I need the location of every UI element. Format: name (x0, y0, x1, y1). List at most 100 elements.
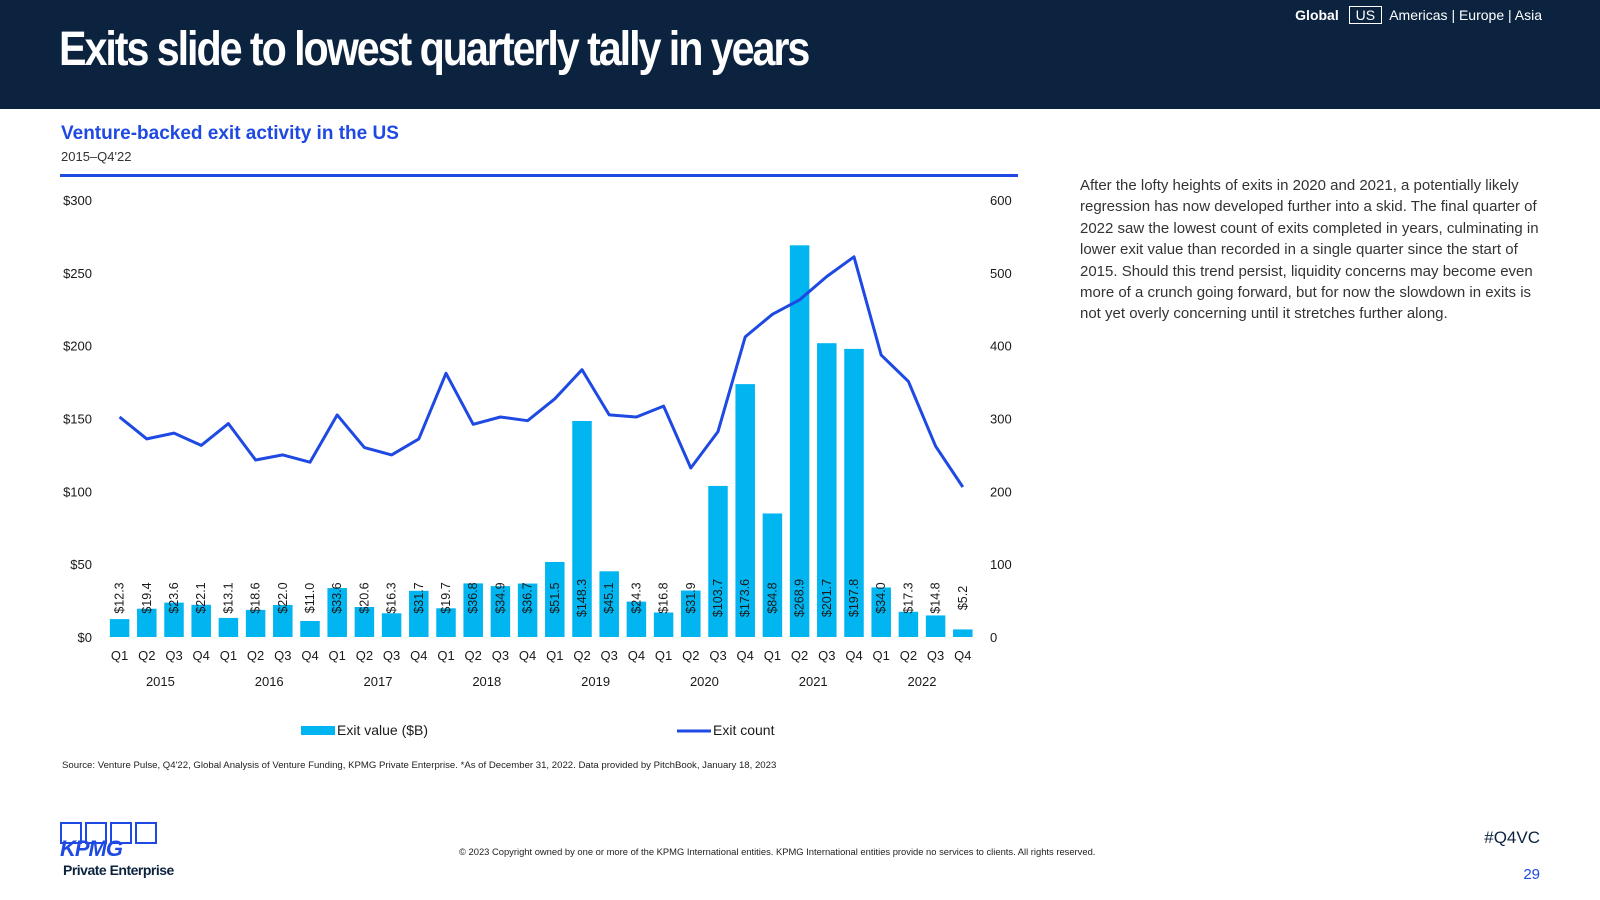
x-quarter-label: Q4 (519, 648, 536, 663)
commentary-text: After the lofty heights of exits in 2020… (1080, 177, 1539, 323)
legend-label-exit-count: Exit count (713, 722, 775, 738)
exit-value-bar (817, 343, 837, 637)
region-global-link[interactable]: Global (1295, 7, 1339, 23)
exit-value-data-label: $31.7 (412, 582, 426, 613)
exit-count-line (118, 255, 965, 488)
x-year-label: 2021 (799, 674, 828, 689)
region-nav: Global US Americas | Europe | Asia (1295, 6, 1542, 24)
kpmg-logo: KPMG Private Enterprise (60, 822, 174, 878)
exit-value-bar (245, 609, 266, 637)
x-quarter-label: Q3 (492, 648, 509, 663)
exit-value-bar (517, 583, 538, 637)
exit-value-data-label: $13.1 (221, 582, 235, 613)
exit-value-data-label: $11.0 (303, 583, 317, 613)
chart-subtitle: 2015–Q4'22 (61, 149, 132, 164)
x-year-label: 2020 (690, 674, 719, 689)
region-others-link[interactable]: Americas | Europe | Asia (1389, 7, 1542, 23)
x-quarter-label: Q1 (111, 648, 128, 663)
exit-value-bar (953, 629, 973, 637)
exit-activity-chart: $0 $50 $100 $150 $200 $250 $300 0 100 200 300 400 50… (63, 193, 1012, 738)
y-right-tick-label: 500 (990, 266, 1012, 281)
x-quarter-label: Q1 (437, 648, 454, 663)
y-left-tick-label: $100 (63, 484, 92, 499)
exit-value-bar (409, 590, 429, 637)
x-quarter-label: Q3 (274, 648, 291, 663)
exit-value-data-label: $31.9 (684, 582, 698, 613)
x-quarter-label: Q1 (329, 648, 346, 663)
exit-value-data-label: $12.3 (113, 582, 127, 613)
x-year-label: 2017 (364, 674, 393, 689)
exit-value-bar (898, 611, 919, 637)
x-quarter-label: Q4 (193, 648, 210, 663)
exit-value-data-label: $17.3 (901, 582, 915, 613)
y-right-tick-label: 600 (990, 193, 1012, 208)
hashtag: #Q4VC (1484, 828, 1540, 847)
x-quarter-label: Q1 (655, 648, 672, 663)
exit-value-data-label: $148.3 (575, 579, 589, 617)
x-quarter-label: Q4 (954, 648, 971, 663)
exit-value-data-label: $34.0 (874, 582, 888, 613)
exit-value-data-label: $24.3 (629, 582, 643, 613)
x-quarter-label: Q1 (220, 648, 237, 663)
x-quarter-label: Q1 (546, 648, 563, 663)
x-quarter-label: Q4 (845, 648, 862, 663)
exit-value-bar (137, 608, 157, 637)
exit-value-data-label: $197.8 (847, 579, 861, 617)
exit-value-bar (653, 612, 674, 637)
x-quarter-label: Q2 (138, 648, 155, 663)
x-quarter-label: Q3 (818, 648, 835, 663)
x-year-label: 2022 (908, 674, 937, 689)
x-quarter-label: Q2 (791, 648, 808, 663)
exit-value-data-label: $23.6 (167, 582, 181, 613)
exit-value-bar (626, 601, 647, 637)
x-quarter-label: Q3 (927, 648, 944, 663)
exit-value-data-label: $22.1 (194, 582, 208, 613)
x-year-label: 2015 (146, 674, 175, 689)
exit-value-bar (871, 587, 891, 637)
x-quarter-label: Q3 (601, 648, 618, 663)
x-quarter-label: Q1 (873, 648, 890, 663)
source-note: Source: Venture Pulse, Q4'22, Global Ana… (62, 760, 777, 771)
exit-value-bar (925, 615, 946, 637)
exit-value-bar (545, 561, 565, 637)
y-left-tick-label: $0 (78, 630, 92, 645)
x-quarter-label: Q4 (301, 648, 318, 663)
exit-value-data-label: $268.9 (793, 579, 807, 617)
logo-boxes (60, 822, 157, 844)
exit-value-data-label: $19.4 (140, 582, 154, 613)
exit-value-data-label: $16.8 (657, 582, 671, 613)
exit-value-data-label: $34.9 (493, 582, 507, 613)
x-quarter-label: Q2 (247, 648, 264, 663)
header-bar: Exits slide to lowest quarterly tally in… (0, 0, 1600, 109)
x-quarter-label: Q4 (628, 648, 645, 663)
exit-value-bar (463, 583, 483, 637)
y-left-tick-label: $300 (63, 193, 92, 208)
x-quarter-label: Q3 (709, 648, 726, 663)
exit-value-bar (109, 619, 130, 637)
exit-value-data-label: $22.0 (276, 582, 290, 613)
x-quarter-label: Q2 (682, 648, 699, 663)
y-left-tick-label: $200 (63, 339, 92, 354)
region-us-link[interactable]: US (1348, 6, 1383, 24)
x-quarter-label: Q2 (573, 648, 590, 663)
exit-value-bar (381, 613, 402, 637)
y-left-tick-label: $150 (63, 412, 92, 427)
exit-value-data-label: $20.6 (357, 582, 371, 613)
exit-value-bar (218, 617, 239, 637)
y-right-tick-label: 300 (990, 412, 1012, 427)
page-title: Exits slide to lowest quarterly tally in… (59, 23, 810, 76)
exit-value-data-label: $19.7 (439, 582, 453, 613)
exit-value-bar (490, 586, 511, 637)
exit-value-bar (436, 608, 456, 637)
exit-value-bar (844, 348, 864, 637)
exit-value-data-label: $36.7 (521, 582, 535, 613)
x-quarter-label: Q1 (764, 648, 781, 663)
exit-value-data-label: $84.8 (765, 582, 779, 613)
exit-value-data-label: $103.7 (711, 579, 725, 617)
x-quarter-label: Q4 (737, 648, 754, 663)
y-right-tick-label: 200 (990, 484, 1012, 499)
exit-value-data-label: $14.8 (929, 582, 943, 613)
exit-value-bar (572, 420, 592, 637)
x-year-label: 2016 (255, 674, 284, 689)
exit-value-bar (354, 606, 375, 637)
